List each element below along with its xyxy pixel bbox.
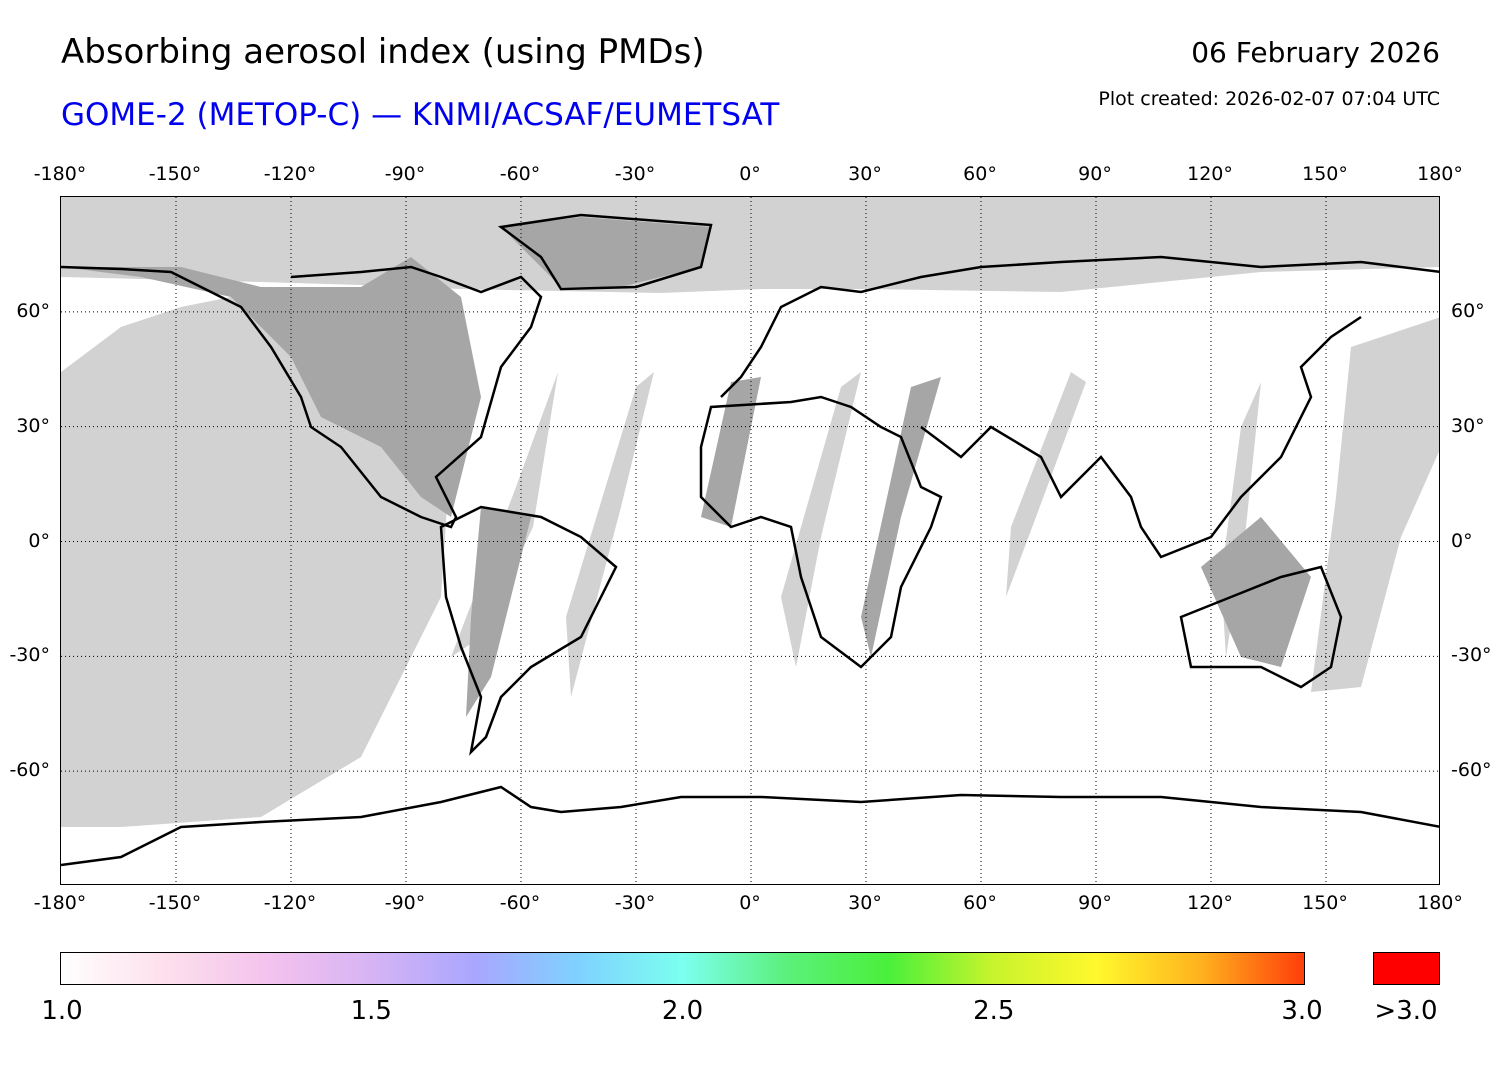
lat-tick-right: 30°	[1451, 414, 1485, 437]
colorbar-tick-label: 2.5	[973, 996, 1015, 1026]
lon-tick-bottom: 0°	[739, 892, 761, 914]
lon-tick-top: -90°	[384, 163, 426, 185]
lon-tick-top: 60°	[963, 163, 997, 185]
instrument-subtitle: GOME-2 (METOP-C) — KNMI/ACSAF/EUMETSAT	[61, 97, 780, 133]
north-america-landmass	[61, 257, 481, 517]
colorbar-tick-label: 2.0	[661, 996, 704, 1026]
lon-tick-top: 180°	[1417, 163, 1463, 185]
lat-tick-left: -60°	[9, 759, 50, 782]
coast-greenland	[497, 213, 713, 291]
lon-tick-bottom: 120°	[1187, 892, 1233, 914]
colorbar-tick-label: 1.0	[41, 996, 83, 1026]
coast-eurasia	[699, 395, 943, 669]
coast-asia-south	[920, 315, 1362, 559]
page-title: Absorbing aerosol index (using PMDs)	[61, 32, 705, 72]
coastlines	[61, 213, 1439, 867]
lon-tick-bottom: -90°	[384, 892, 426, 914]
lon-tick-bottom: 150°	[1302, 892, 1348, 914]
asia-swath	[1201, 517, 1311, 667]
lon-tick-top: -180°	[33, 163, 87, 185]
map-canvas	[61, 197, 1439, 884]
lon-tick-top: -60°	[499, 163, 541, 185]
coast-australia	[1179, 565, 1343, 689]
lat-tick-right: 60°	[1451, 299, 1485, 322]
lon-tick-top: -30°	[614, 163, 656, 185]
america-swath	[466, 507, 531, 717]
lon-tick-bottom: -60°	[499, 892, 541, 914]
lon-tick-bottom: 30°	[848, 892, 882, 914]
no-data-swath-3	[781, 372, 861, 667]
land-no-data-regions	[61, 217, 1311, 717]
lon-tick-bottom: -30°	[614, 892, 656, 914]
plot-created-label: Plot created: 2026-02-07 07:04 UTC	[1098, 88, 1440, 110]
lon-tick-bottom: 90°	[1078, 892, 1112, 914]
colorbar-tick-label: 3.0	[1281, 996, 1323, 1026]
lon-tick-bottom: 180°	[1417, 892, 1463, 914]
greenland-landmass	[501, 217, 711, 287]
colorbar-gradient	[60, 952, 1305, 985]
colorbar-overflow-label: >3.0	[1374, 996, 1438, 1026]
lon-tick-bottom: -150°	[148, 892, 202, 914]
lat-tick-right: -30°	[1451, 644, 1492, 667]
coast-south-america	[439, 505, 618, 756]
lon-tick-bottom: -180°	[33, 892, 87, 914]
no-data-swath-2	[566, 372, 654, 697]
colorbar-overflow-swatch	[1373, 952, 1440, 985]
arabia-swath	[861, 377, 941, 657]
date-label: 06 February 2026	[1191, 36, 1440, 69]
lat-tick-left: -30°	[9, 644, 50, 667]
no-data-swath-5	[1311, 317, 1439, 692]
coast-antarctica	[61, 785, 1439, 867]
lon-tick-top: 30°	[848, 163, 882, 185]
lat-tick-right: -60°	[1451, 759, 1492, 782]
lon-tick-top: -120°	[263, 163, 317, 185]
lat-tick-left: 0°	[28, 529, 50, 552]
world-map	[60, 196, 1440, 885]
lon-tick-top: -150°	[148, 163, 202, 185]
lon-tick-bottom: -120°	[263, 892, 317, 914]
lon-tick-top: 120°	[1187, 163, 1233, 185]
lon-tick-top: 0°	[739, 163, 761, 185]
lon-tick-top: 150°	[1302, 163, 1348, 185]
africa-swath	[701, 377, 761, 527]
no-data-swath-4	[1006, 372, 1086, 597]
lat-tick-left: 60°	[16, 299, 50, 322]
graticule	[61, 197, 1439, 884]
coast-europe-asia-north	[720, 255, 1439, 398]
colorbar-tick-label: 1.5	[350, 996, 392, 1026]
lat-tick-right: 0°	[1451, 529, 1473, 552]
lon-tick-top: 90°	[1078, 163, 1112, 185]
lat-tick-left: 30°	[16, 414, 50, 437]
lon-tick-bottom: 60°	[963, 892, 997, 914]
